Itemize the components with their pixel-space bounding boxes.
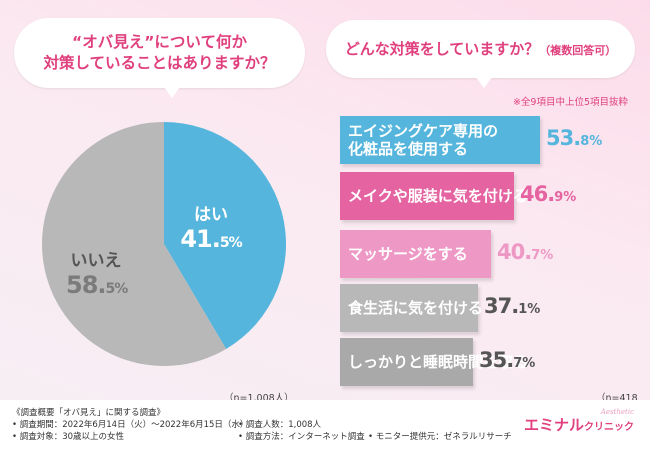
pie-value-yes: 41.5%	[180, 225, 242, 253]
question-right-main: どんな対策をしていますか？	[344, 40, 540, 58]
bar-label: エイジングケア専用の 化粧品を使用する	[348, 122, 499, 158]
clinic-logo: エミナルクリニック	[524, 414, 634, 435]
bar-1: エイジングケア専用の 化粧品を使用する	[340, 116, 540, 164]
logo-script: Aesthetic	[600, 408, 634, 416]
question-left-line1: “オバ見え”について何か	[72, 33, 247, 51]
bar-value-label: 35.7%	[479, 348, 536, 372]
bar-value-label: 46.9%	[520, 182, 577, 206]
pie-slice-yes	[164, 122, 286, 350]
bar-2: メイクや服装に気を付ける	[340, 172, 528, 220]
survey-title: 《調査概要「オバ見え」に関する調査》	[12, 408, 166, 418]
bar-label: しっかりと睡眠時間を取る	[348, 353, 529, 371]
bar-3: マッサージをする	[340, 230, 491, 278]
pie-label-no: いいえ 58.5%	[66, 246, 128, 299]
survey-count: • 調査人数：1,008人	[238, 420, 322, 430]
bar-5: しっかりと睡眠時間を取る	[340, 338, 528, 386]
question-right-text: どんな対策をしていますか？（複数回答可）	[326, 38, 635, 59]
bubble-tail	[476, 77, 492, 88]
footer: 《調査概要「オバ見え」に関する調査》 • 調査期間：2022年6月14日（火）～…	[0, 400, 650, 450]
bar-label: メイクや服装に気を付ける	[348, 187, 528, 205]
pie-category-yes: はい	[194, 205, 228, 225]
pie-slice-no	[41, 122, 227, 366]
bar-value-label: 40.7%	[497, 240, 554, 264]
bar-value-label: 53.8%	[546, 126, 603, 150]
pie-value-no: 58.5%	[66, 271, 128, 299]
pie-sample-size: （n=1,008人）	[224, 393, 294, 404]
pie-label-yes: はい 41.5%	[176, 200, 246, 253]
survey-provider: • モニター提供元：ゼネラルリサーチ	[368, 432, 512, 442]
logo-sub: クリニック	[584, 422, 634, 433]
bar-value-label: 37.1%	[484, 294, 541, 318]
pie-category-no: いいえ	[70, 251, 122, 271]
bar-label: マッサージをする	[348, 245, 468, 263]
question-left-line2: 対策していることはありますか？	[43, 54, 276, 72]
question-right-sub: （複数回答可）	[539, 44, 617, 57]
bubble-tail	[164, 87, 180, 98]
question-left-text: “オバ見え”について何か 対策していることはありますか？	[14, 32, 305, 74]
survey-method: • 調査方法：インターネット調査	[238, 432, 365, 442]
survey-target: • 調査対象：30歳以上の女性	[12, 432, 125, 442]
bar-label: 食生活に気を付ける	[348, 299, 484, 317]
bar-4: 食生活に気を付ける	[340, 284, 483, 332]
logo-main: エミナル	[523, 416, 584, 434]
pie-chart	[41, 122, 286, 366]
footnote-top5: ※全9項目中上位5項目抜粋	[512, 97, 628, 108]
question-left-bubble: “オバ見え”について何か 対策していることはありますか？	[14, 18, 305, 98]
survey-period: • 調査期間：2022年6月14日（火）～2022年6月15日（水）	[12, 420, 249, 430]
question-right-bubble: どんな対策をしていますか？（複数回答可）	[326, 20, 635, 88]
